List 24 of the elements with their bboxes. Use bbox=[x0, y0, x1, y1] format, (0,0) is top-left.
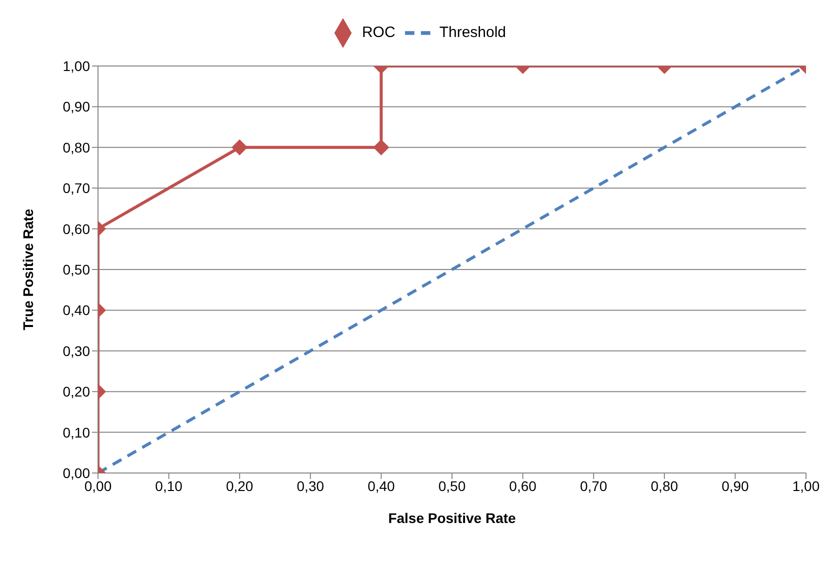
y-tick-label: 0,80 bbox=[62, 139, 90, 156]
legend-label: ROC bbox=[362, 24, 396, 41]
y-tick-label: 0,90 bbox=[62, 98, 90, 115]
y-axis-title: True Positive Rate bbox=[20, 208, 36, 330]
legend-label: Threshold bbox=[439, 24, 506, 41]
y-tick-label: 0,70 bbox=[62, 180, 90, 196]
x-tick-label: 0,20 bbox=[226, 478, 254, 494]
x-tick-label: 0,30 bbox=[296, 478, 324, 494]
x-tick-label: 0,80 bbox=[650, 478, 678, 494]
y-tick-label: 0,20 bbox=[62, 384, 90, 400]
x-axis-title: False Positive Rate bbox=[388, 510, 516, 526]
y-tick-label: 0,60 bbox=[62, 220, 90, 237]
y-tick-label: 1,00 bbox=[62, 58, 90, 74]
x-tick-label: 1,00 bbox=[792, 478, 820, 494]
x-tick-label: 0,50 bbox=[438, 478, 466, 494]
x-tick-label: 0,40 bbox=[368, 478, 396, 494]
y-tick-label: 0,40 bbox=[62, 302, 90, 318]
x-tick-label: 0,70 bbox=[580, 478, 608, 494]
y-tick-label: 0,30 bbox=[62, 342, 90, 359]
x-tick-label: 0,60 bbox=[509, 478, 537, 494]
x-tick-label: 0,90 bbox=[722, 478, 750, 494]
y-tick-label: 0,50 bbox=[62, 261, 90, 278]
x-tick-label: 0,10 bbox=[155, 478, 183, 494]
y-tick-label: 0,10 bbox=[62, 424, 90, 440]
